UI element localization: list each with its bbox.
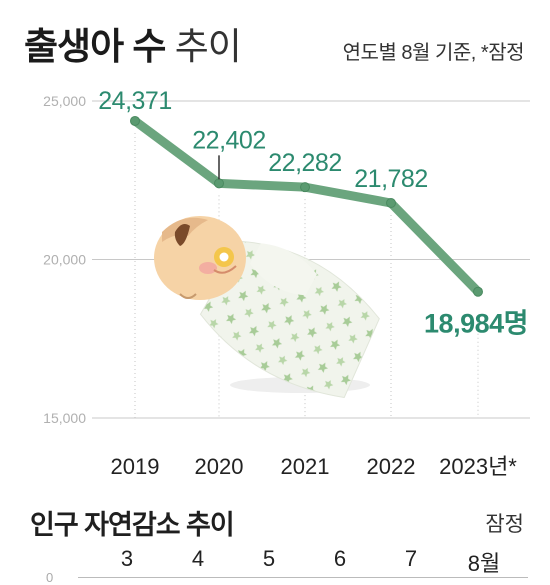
- data-point: [300, 182, 310, 193]
- x-tick-label: 2022: [367, 454, 416, 479]
- month-label: 8월: [467, 551, 501, 576]
- data-label: 21,782: [354, 165, 427, 193]
- x-tick-label: 2019: [111, 454, 160, 479]
- month-axis: 3 4 5 6 7 8월: [0, 546, 550, 576]
- month-label: 7: [404, 546, 418, 571]
- data-label: 22,402: [192, 126, 265, 154]
- x-tick-label: 2021: [281, 454, 330, 479]
- month-label: 3: [120, 546, 134, 571]
- data-label: 22,282: [268, 149, 341, 177]
- month-label: 5: [262, 546, 276, 571]
- title-bold: 출생아 수: [24, 26, 166, 67]
- section-note: 잠정: [485, 513, 524, 536]
- y-tick-label: 15,000: [43, 410, 86, 426]
- baby-illustration: [154, 216, 380, 399]
- data-point: [130, 115, 140, 126]
- chart-subtitle: 연도별 8월 기준, *잠정: [342, 42, 525, 64]
- title-light: 추이: [174, 26, 242, 67]
- zero-tick: 0: [46, 570, 54, 585]
- month-label: 6: [333, 546, 347, 571]
- y-tick-label: 20,000: [43, 252, 86, 268]
- x-tick-label: 2023년*: [439, 454, 517, 479]
- y-tick-label: 25,000: [43, 93, 86, 109]
- data-point: [214, 178, 224, 189]
- x-tick-label: 2020: [195, 454, 244, 479]
- birth-chart: 25,000 20,000 15,000 2019 2020 2021 2022 2023년*…: [43, 87, 530, 479]
- section-title: 인구 자연감소 추이: [30, 510, 235, 540]
- month-label: 4: [191, 546, 205, 571]
- chart-title: 출생아 수 추이: [24, 16, 242, 70]
- data-label: 18,984명: [424, 309, 528, 339]
- bottom-rule: [78, 577, 528, 578]
- data-label: 24,371: [98, 87, 171, 115]
- data-point: [386, 198, 396, 209]
- data-point: [473, 286, 483, 297]
